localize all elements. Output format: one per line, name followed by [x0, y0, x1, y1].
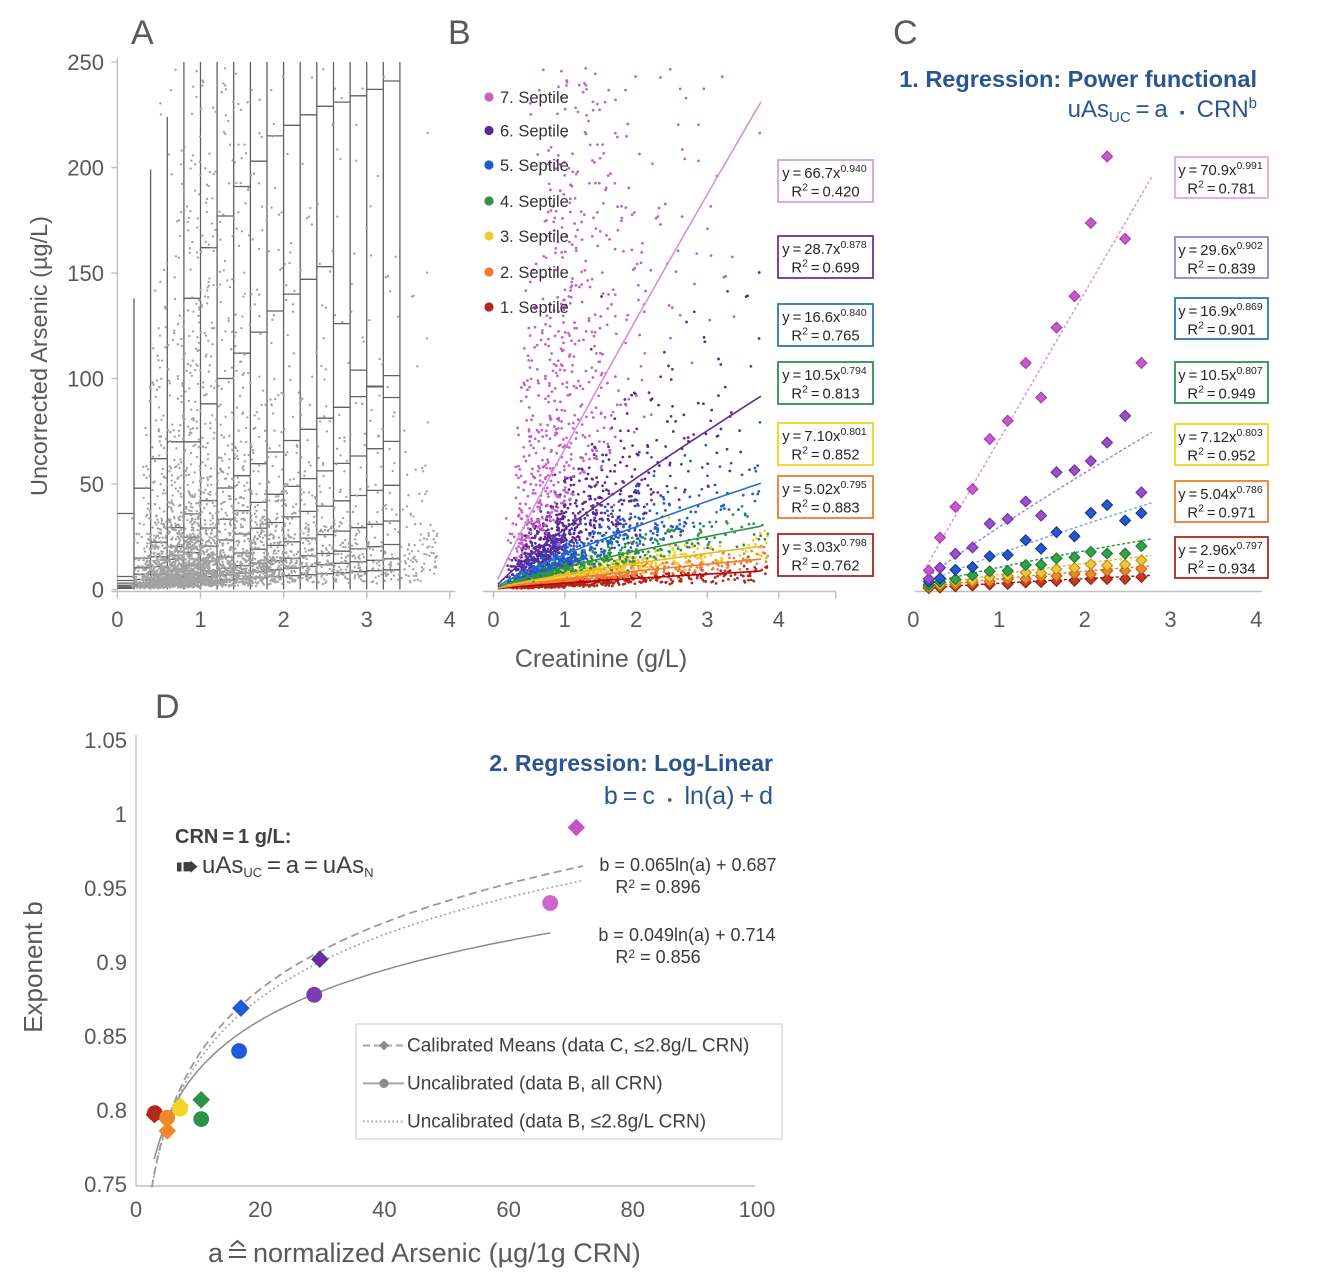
- svg-text:3: 3: [701, 607, 713, 632]
- svg-text:R2 = 0.896: R2 = 0.896: [615, 877, 700, 897]
- svg-text:0.75: 0.75: [84, 1172, 127, 1197]
- svg-text:0: 0: [92, 578, 104, 603]
- svg-text:uAsUC = a = uAsN: uAsUC = a = uAsN: [202, 852, 373, 880]
- svg-text:1.05: 1.05: [84, 728, 127, 753]
- svg-text:4: 4: [773, 607, 785, 632]
- svg-text:R2 = 0.781: R2 = 0.781: [1187, 179, 1255, 198]
- svg-text:Uncorrected Arsenic (µg/L): Uncorrected Arsenic (µg/L): [26, 216, 52, 496]
- svg-text:A: A: [131, 14, 154, 52]
- svg-text:C: C: [893, 14, 918, 52]
- svg-text:2: 2: [277, 607, 289, 632]
- svg-text:200: 200: [67, 156, 104, 181]
- svg-text:1: 1: [194, 607, 206, 632]
- svg-text:7. Septile: 7. Septile: [500, 89, 569, 107]
- svg-text:R2 = 0.952: R2 = 0.952: [1187, 446, 1255, 465]
- svg-text:0.8: 0.8: [96, 1098, 127, 1123]
- svg-text:1. Septile: 1. Septile: [500, 299, 569, 317]
- svg-text:4: 4: [1250, 607, 1262, 632]
- svg-text:1: 1: [993, 607, 1005, 632]
- svg-text:R2 = 0.901: R2 = 0.901: [1187, 320, 1255, 339]
- svg-text:B: B: [448, 14, 471, 52]
- svg-text:0.95: 0.95: [84, 876, 127, 901]
- svg-text:5. Septile: 5. Septile: [500, 157, 569, 175]
- svg-text:4. Septile: 4. Septile: [500, 193, 569, 211]
- svg-text:0: 0: [487, 607, 499, 632]
- svg-text:150: 150: [67, 261, 104, 286]
- svg-text:80: 80: [621, 1197, 645, 1222]
- svg-text:2: 2: [630, 607, 642, 632]
- svg-text:0.9: 0.9: [96, 950, 127, 975]
- svg-text:3: 3: [1164, 607, 1176, 632]
- svg-text:R2 = 0.765: R2 = 0.765: [791, 326, 859, 345]
- svg-text:D: D: [155, 688, 180, 726]
- svg-text:Uncalibrated (data B, ≤2.8g/L: Uncalibrated (data B, ≤2.8g/L CRN): [407, 1112, 706, 1133]
- svg-text:R2 = 0.699: R2 = 0.699: [791, 258, 859, 277]
- svg-text:R2 = 0.934: R2 = 0.934: [1187, 559, 1255, 578]
- svg-text:6. Septile: 6. Septile: [500, 123, 569, 141]
- svg-text:0.85: 0.85: [84, 1024, 127, 1049]
- svg-text:R2 = 0.949: R2 = 0.949: [1187, 384, 1255, 403]
- svg-text:0: 0: [111, 607, 123, 632]
- svg-text:Uncalibrated (data B, all CRN): Uncalibrated (data B, all CRN): [407, 1073, 663, 1094]
- svg-text:1. Regression: Power functiona: 1. Regression: Power functional: [899, 66, 1257, 92]
- svg-text:b = c ▪ ln(a) + d: b = c ▪ ln(a) + d: [604, 782, 773, 810]
- svg-text:1: 1: [115, 802, 127, 827]
- svg-text:4: 4: [444, 607, 456, 632]
- svg-text:Exponent b: Exponent b: [18, 901, 48, 1033]
- svg-text:R2 = 0.971: R2 = 0.971: [1187, 503, 1255, 522]
- svg-text:1: 1: [559, 607, 571, 632]
- svg-text:60: 60: [496, 1197, 520, 1222]
- svg-text:b = 0.065ln(a) + 0.687: b = 0.065ln(a) + 0.687: [599, 855, 776, 875]
- svg-text:0: 0: [907, 607, 919, 632]
- svg-text:0: 0: [130, 1197, 142, 1222]
- svg-text:20: 20: [248, 1197, 272, 1222]
- svg-text:R2 = 0.856: R2 = 0.856: [615, 947, 700, 967]
- svg-text:2. Regression: Log-Linear: 2. Regression: Log-Linear: [489, 750, 773, 776]
- svg-text:3. Septile: 3. Septile: [500, 228, 569, 246]
- svg-text:2: 2: [1079, 607, 1091, 632]
- svg-text:R2 = 0.852: R2 = 0.852: [791, 445, 859, 464]
- svg-text:b = 0.049ln(a) + 0.714: b = 0.049ln(a) + 0.714: [598, 925, 775, 945]
- svg-text:100: 100: [739, 1197, 776, 1222]
- svg-text:Calibrated Means (data C, ≤2.8: Calibrated Means (data C, ≤2.8g/L CRN): [407, 1036, 749, 1057]
- svg-text:50: 50: [80, 472, 104, 497]
- svg-text:normalized Arsenic (µg/1g CRN): normalized Arsenic (µg/1g CRN): [253, 1238, 641, 1268]
- svg-text:R2 = 0.839: R2 = 0.839: [1187, 259, 1255, 278]
- svg-text:3: 3: [361, 607, 373, 632]
- svg-text:40: 40: [372, 1197, 396, 1222]
- svg-text:R2 = 0.762: R2 = 0.762: [791, 556, 859, 575]
- svg-text:uAsUC = a ▪ CRNb: uAsUC = a ▪ CRNb: [1068, 95, 1257, 126]
- svg-text:Creatinine (g/L): Creatinine (g/L): [515, 645, 687, 673]
- svg-text:2. Septile: 2. Septile: [500, 264, 569, 282]
- svg-text:250: 250: [67, 50, 104, 75]
- svg-text:CRN = 1 g/L:: CRN = 1 g/L:: [175, 826, 291, 848]
- svg-text:R2 = 0.813: R2 = 0.813: [791, 384, 859, 403]
- svg-text:a: a: [208, 1238, 224, 1268]
- svg-text:100: 100: [67, 367, 104, 392]
- svg-text:R2 = 0.883: R2 = 0.883: [791, 498, 859, 517]
- svg-text:R2 = 0.420: R2 = 0.420: [791, 182, 859, 201]
